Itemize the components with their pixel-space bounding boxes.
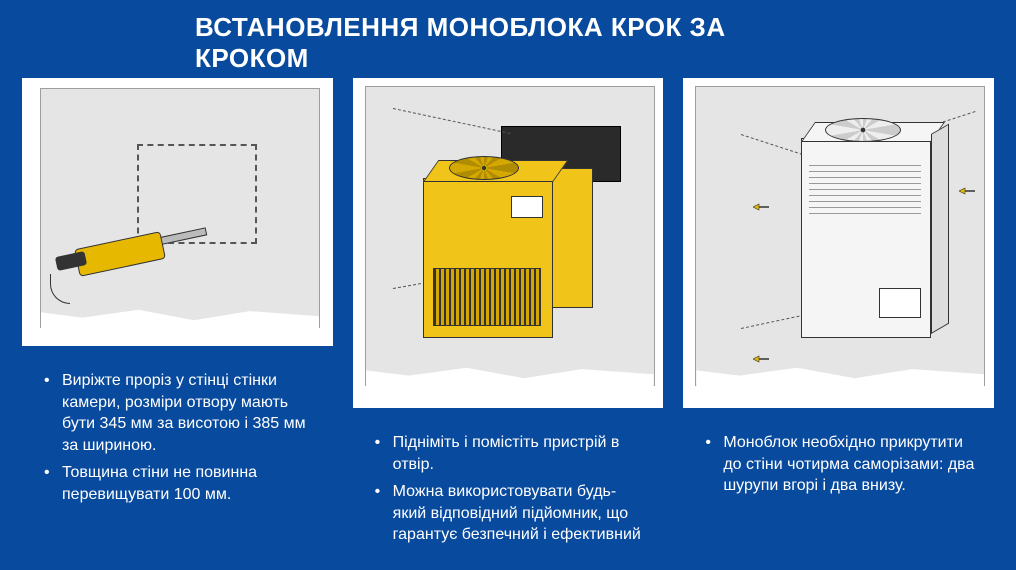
step-2-bullet: Підніміть і помістіть пристрій в отвір. — [375, 432, 650, 475]
page-root: ВСТАНОВЛЕННЯ МОНОБЛОКА КРОК ЗА КРОКОМ Ви… — [0, 0, 1016, 570]
step-2-illustration — [353, 78, 664, 408]
screw-icon — [753, 354, 769, 364]
screw-icon — [959, 186, 975, 196]
step-1-text: Виріжте проріз у стінці стінки камери, р… — [22, 356, 333, 526]
steps-row: Виріжте проріз у стінці стінки камери, р… — [22, 78, 994, 566]
step-2-text: Підніміть і помістіть пристрій в отвір. … — [353, 418, 664, 566]
step-1-bullet: Товщина стіни не повинна перевищувати 10… — [44, 462, 319, 505]
step-1: Виріжте проріз у стінці стінки камери, р… — [22, 78, 333, 566]
step-3-text: Моноблок необхідно прикрутити до стіни ч… — [683, 418, 994, 517]
step-3: Моноблок необхідно прикрутити до стіни ч… — [683, 78, 994, 566]
screw-icon — [753, 202, 769, 212]
page-title: ВСТАНОВЛЕННЯ МОНОБЛОКА КРОК ЗА КРОКОМ — [195, 12, 835, 74]
step-1-illustration — [22, 78, 333, 346]
step-2: Підніміть і помістіть пристрій в отвір. … — [353, 78, 664, 566]
step-2-bullet: Можна використовувати будь-який відповід… — [375, 481, 650, 546]
step-3-bullet: Моноблок необхідно прикрутити до стіни ч… — [705, 432, 980, 497]
step-1-bullet: Виріжте проріз у стінці стінки камери, р… — [44, 370, 319, 456]
step-3-illustration — [683, 78, 994, 408]
